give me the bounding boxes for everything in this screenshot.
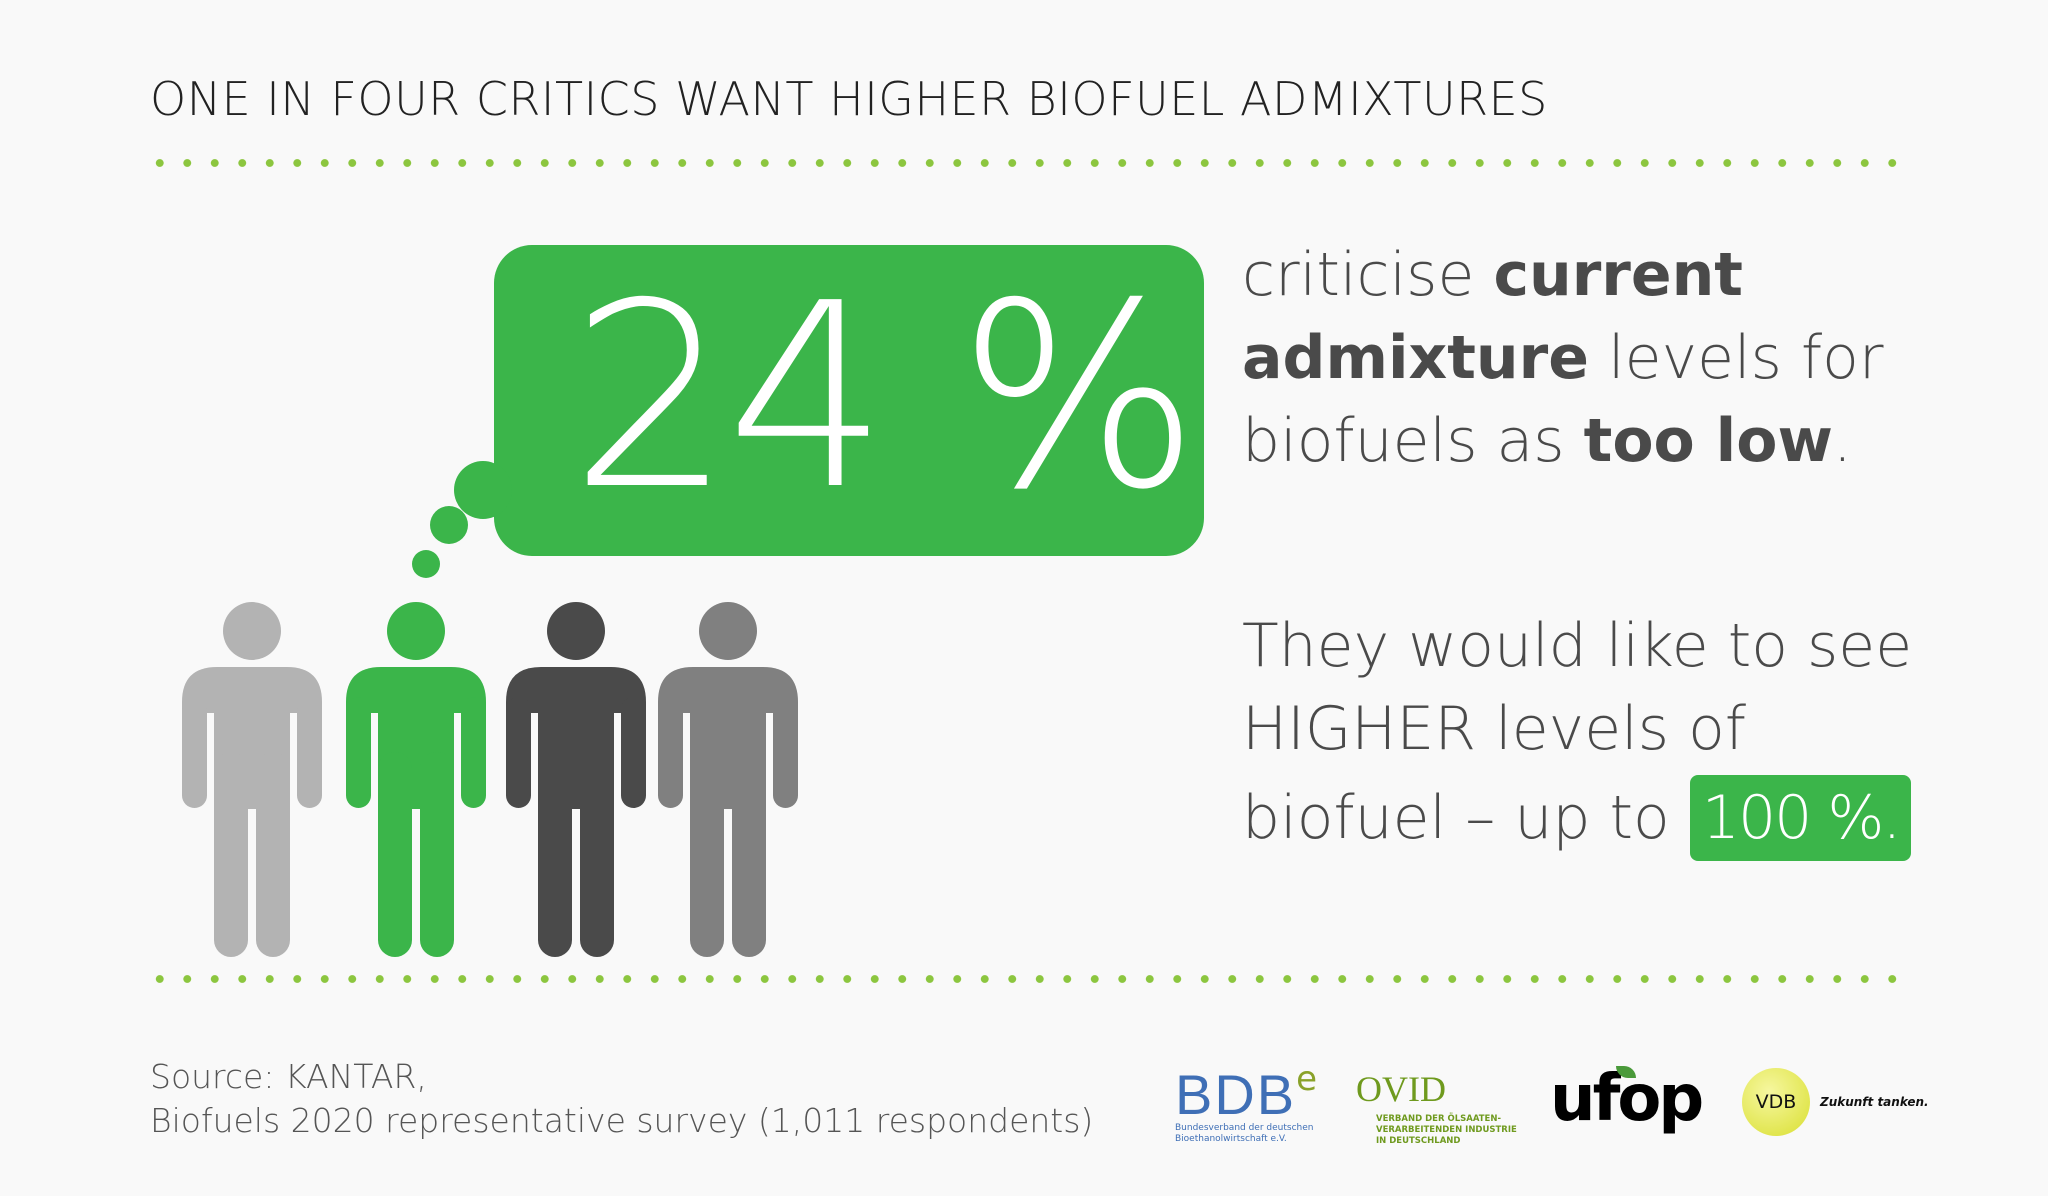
logo-text: VERBAND DER ÖLSAATEN- bbox=[1376, 1114, 1501, 1124]
thought-dot-small bbox=[412, 550, 440, 578]
logo-text: Bundesverband der deutschen bbox=[1175, 1123, 1314, 1133]
logo-text: OVID bbox=[1356, 1069, 1446, 1109]
logo-text: e bbox=[1296, 1058, 1318, 1099]
dotted-divider-top bbox=[146, 158, 1908, 168]
page-title: ONE IN FOUR CRITICS WANT HIGHER BIOFUEL … bbox=[150, 72, 1548, 126]
dotted-divider-bottom bbox=[146, 974, 1908, 984]
source-line: Source: KANTAR, bbox=[150, 1057, 427, 1096]
text: HIGHER levels of bbox=[1242, 694, 1746, 764]
text: criticise bbox=[1242, 240, 1494, 310]
statement-criticise: criticise current admixture levels for b… bbox=[1242, 234, 1884, 483]
source-note: Source: KANTAR, Biofuels 2020 representa… bbox=[150, 1055, 1093, 1143]
text-bold: too low bbox=[1583, 406, 1833, 476]
text: biofuel – up to bbox=[1242, 783, 1670, 853]
text-bold: current bbox=[1493, 240, 1743, 310]
text: levels for bbox=[1588, 323, 1884, 393]
logo-ovid: OVID VERBAND DER ÖLSAATEN- VERARBEITENDEN… bbox=[1356, 1068, 1517, 1147]
text-bold: admixture bbox=[1242, 323, 1589, 393]
logo-text: Bioethanolwirtschaft e.V. bbox=[1175, 1134, 1287, 1144]
logo-text: VERARBEITENDEN INDUSTRIE bbox=[1376, 1125, 1517, 1135]
logo-bdbe: BDBe Bundesverband der deutschen Bioethan… bbox=[1175, 1058, 1318, 1145]
logo-ufop: ufop bbox=[1550, 1058, 1704, 1136]
percentage-badge: 100 %. bbox=[1689, 775, 1912, 861]
person-icon bbox=[346, 602, 486, 957]
headline-percentage: 24 % bbox=[570, 249, 1200, 546]
logo-text: IN DEUTSCHLAND bbox=[1376, 1136, 1461, 1146]
thought-dot-medium bbox=[430, 506, 468, 544]
person-icon bbox=[506, 602, 646, 957]
text: . bbox=[1832, 406, 1852, 476]
logo-text: Zukunft tanken. bbox=[1820, 1095, 1929, 1109]
text: They would like to see bbox=[1242, 611, 1913, 681]
source-line: Biofuels 2020 representative survey (1,0… bbox=[150, 1101, 1094, 1140]
person-icon bbox=[182, 602, 322, 957]
text: biofuels as bbox=[1242, 406, 1584, 476]
thought-dot-large bbox=[454, 461, 512, 519]
person-icon bbox=[658, 602, 798, 957]
logo-vdb: VDB Zukunft tanken. bbox=[1742, 1068, 1929, 1136]
leaf-icon bbox=[1616, 1066, 1636, 1078]
logo-text: VDB bbox=[1742, 1068, 1810, 1136]
statement-higher-levels: They would like to see HIGHER levels of … bbox=[1242, 605, 1912, 861]
speech-bubble bbox=[494, 245, 1204, 556]
logo-text: BDB bbox=[1175, 1063, 1297, 1126]
